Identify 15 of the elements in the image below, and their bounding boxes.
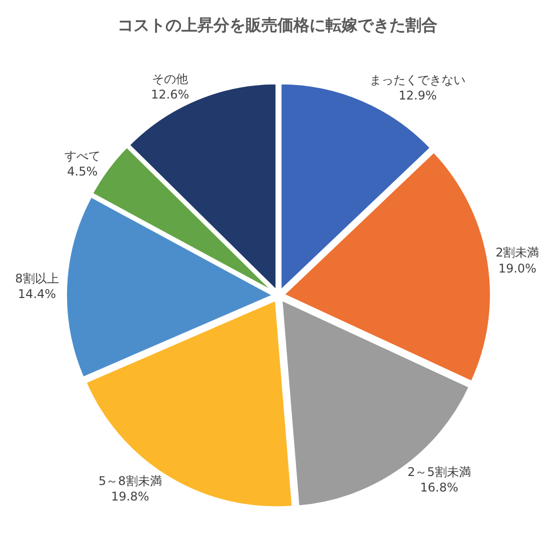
data-label: 19.0% [498,261,536,276]
chart-title: コストの上昇分を販売価格に転嫁できた割合 [118,15,438,34]
slice-label: 8割以上 [15,271,59,286]
slice-label: まったくできない [370,72,466,87]
data-label: 12.6% [151,88,190,102]
data-label: 16.8% [420,480,458,494]
data-label: 4.5% [67,164,98,179]
data-label: 19.8% [111,489,150,504]
slice-label: その他 [152,72,188,86]
slice-label: 2～5割未満 [408,464,471,479]
slice-label: すべて [64,148,100,163]
slice-label: 2割未満 [496,246,540,260]
data-label: 12.9% [398,88,437,103]
slice-label: 5～8割未満 [98,474,162,488]
data-label: 14.4% [18,286,56,301]
